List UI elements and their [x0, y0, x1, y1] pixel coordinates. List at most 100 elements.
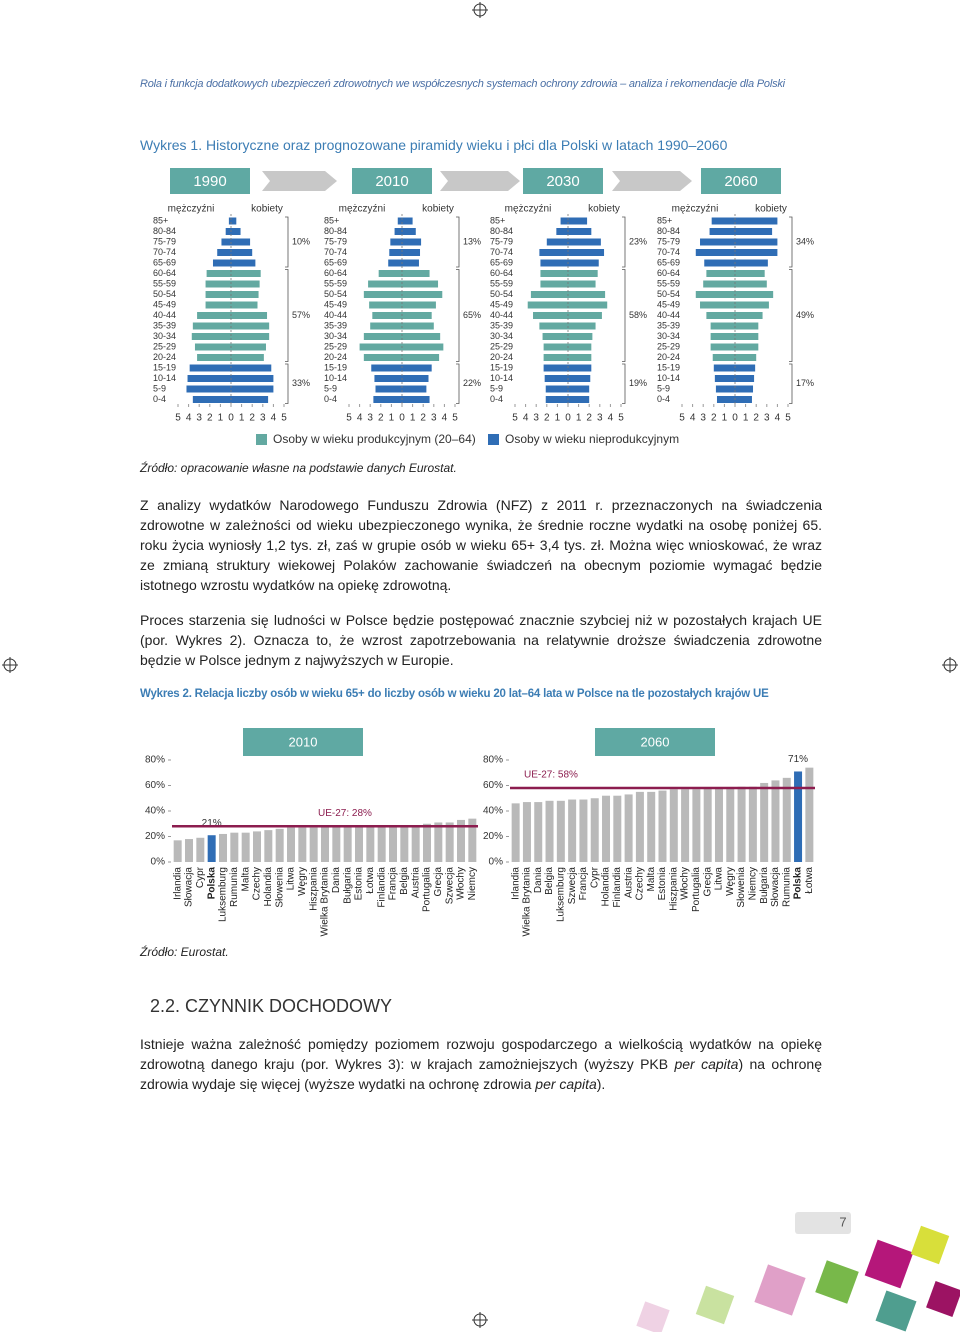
- bar: [735, 228, 773, 235]
- category-label: Austria: [623, 867, 634, 899]
- bar: [545, 396, 568, 403]
- bar: [540, 270, 568, 277]
- age-label: 50-54: [324, 289, 347, 299]
- category-label: Francja: [388, 867, 399, 901]
- bar: [221, 238, 231, 246]
- category-label: Hiszpania: [308, 867, 319, 911]
- category-label: Hiszpania: [668, 867, 679, 911]
- bar: [568, 238, 601, 246]
- text-run: Istnieje ważna zależność pomiędzy poziom…: [140, 1036, 822, 1072]
- bar: [205, 301, 231, 309]
- age-label: 85+: [153, 215, 168, 225]
- text-run: ).: [596, 1076, 606, 1092]
- bar: [194, 343, 231, 351]
- age-label: 65-69: [490, 257, 513, 267]
- bar: [309, 827, 318, 862]
- age-label: 35-39: [153, 320, 176, 330]
- y-tick-label: 20%: [483, 831, 503, 842]
- share-bracket: [456, 216, 460, 268]
- category-label: Irlandia: [510, 867, 521, 900]
- category-label: Włochy: [456, 867, 467, 900]
- bar: [545, 385, 568, 393]
- age-label: 70-74: [324, 247, 347, 257]
- bar: [658, 790, 667, 862]
- bar: [231, 217, 237, 225]
- bar: [231, 312, 268, 319]
- age-label: 15-19: [153, 362, 176, 372]
- x-tick-label: 2: [711, 413, 717, 424]
- age-label: 55-59: [490, 278, 513, 288]
- x-tick-label: 2: [753, 413, 759, 424]
- bar: [173, 840, 182, 862]
- category-label: Rumunia: [229, 867, 240, 907]
- age-label: 55-59: [324, 278, 347, 288]
- paragraph: Z analizy wydatków Narodowego Funduszu Z…: [140, 497, 822, 593]
- bar: [402, 259, 419, 267]
- age-label: 55-59: [153, 278, 176, 288]
- bar: [231, 396, 269, 403]
- category-label: Dania: [331, 867, 342, 894]
- bar: [735, 312, 763, 319]
- category-label: Estonia: [354, 867, 365, 901]
- series-label: kobiety: [251, 204, 283, 215]
- bar: [185, 839, 193, 862]
- category-label: Wielka Brytania: [320, 867, 331, 937]
- category-label: Belgia: [399, 867, 410, 895]
- bar: [568, 249, 605, 256]
- bar: [704, 259, 735, 267]
- x-tick-label: 4: [357, 413, 363, 424]
- bar: [231, 280, 260, 288]
- share-label: 34%: [796, 236, 814, 246]
- bar: [540, 259, 568, 267]
- bar: [579, 799, 588, 862]
- share-label: 57%: [292, 310, 310, 320]
- bar: [423, 823, 431, 862]
- age-label: 15-19: [490, 362, 513, 372]
- bar: [394, 228, 402, 235]
- age-label: 30-34: [657, 331, 680, 341]
- age-label: 60-64: [490, 268, 513, 278]
- paragraph: Istnieje ważna zależność pomiędzy poziom…: [140, 1034, 822, 1094]
- bar: [402, 270, 430, 277]
- category-label: Luksemburg: [555, 867, 566, 922]
- bar: [613, 795, 622, 862]
- bar: [568, 396, 590, 403]
- bar: [568, 259, 599, 267]
- bar: [735, 375, 755, 382]
- bar: [647, 791, 656, 862]
- category-label: Finlandia: [376, 867, 387, 908]
- category-label: Litwa: [286, 867, 297, 891]
- y-tick-label: 60%: [483, 780, 503, 791]
- bar: [709, 228, 735, 235]
- category-label: Francja: [578, 867, 589, 901]
- bar: [205, 291, 231, 298]
- bar: [712, 354, 735, 361]
- decoration: [636, 1212, 960, 1332]
- age-label: 65-69: [324, 257, 347, 267]
- bar: [192, 396, 231, 403]
- x-tick-label: 2: [420, 413, 426, 424]
- year-box: [701, 168, 781, 194]
- legend-label: Osoby w wieku produkcyjnym (20–64): [273, 432, 476, 446]
- reference-label: UE-27: 58%: [524, 770, 578, 781]
- age-label: 80-84: [153, 226, 176, 236]
- y-tick-label: 20%: [145, 831, 165, 842]
- bar: [760, 782, 769, 862]
- bar: [231, 375, 274, 382]
- bar: [568, 270, 598, 277]
- bar: [545, 800, 554, 862]
- bar: [737, 786, 746, 862]
- age-label: 10-14: [153, 373, 176, 383]
- bar: [402, 228, 416, 235]
- bar: [231, 333, 270, 340]
- category-label: Dania: [533, 867, 544, 894]
- x-tick-label: 2: [378, 413, 384, 424]
- category-label: Polska: [206, 867, 217, 900]
- bar: [568, 354, 592, 361]
- category-label: Holandia: [601, 867, 612, 907]
- x-tick-label: 1: [410, 413, 416, 424]
- bar: [735, 385, 754, 393]
- age-label: 50-54: [153, 289, 176, 299]
- bar: [527, 301, 568, 309]
- year-box: [523, 168, 603, 194]
